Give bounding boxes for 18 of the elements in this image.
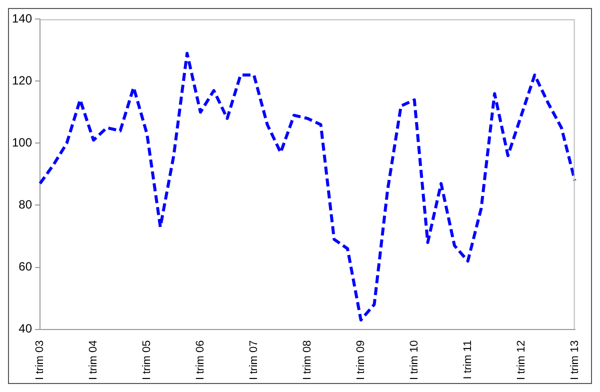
- y-tick-label: 40: [18, 322, 32, 336]
- x-tick-label: I trim 04: [88, 340, 100, 380]
- x-tick-label: I trim 12: [515, 340, 528, 380]
- y-tick-label: 140: [12, 12, 32, 26]
- x-tick-label: I trim 03: [34, 340, 46, 380]
- y-tick-label: 60: [18, 260, 32, 274]
- x-tick-label: I trim 08: [301, 340, 314, 380]
- x-tick-label: I trim 09: [354, 340, 367, 380]
- x-tick-label: I trim 10: [408, 340, 420, 380]
- y-tick-label: 100: [12, 136, 32, 150]
- x-tick-label: I trim 06: [194, 340, 206, 380]
- x-tick-label: I trim 05: [141, 340, 154, 380]
- x-tick-label: I trim 07: [248, 340, 260, 380]
- y-tick-label: 120: [12, 74, 32, 88]
- line-series: [38, 52, 576, 322]
- x-tick-label: I trim 13: [568, 340, 581, 380]
- y-tick-label: 80: [18, 198, 32, 212]
- x-tick-label: I trim 11: [462, 340, 474, 380]
